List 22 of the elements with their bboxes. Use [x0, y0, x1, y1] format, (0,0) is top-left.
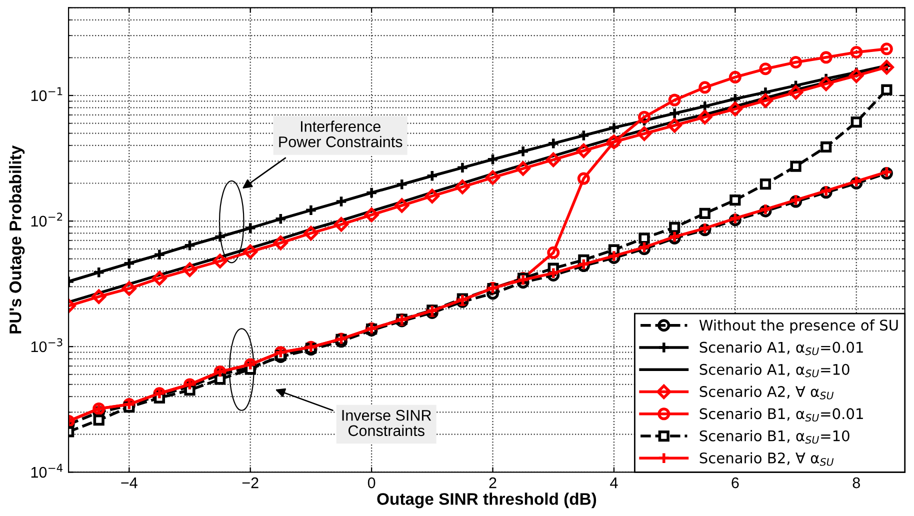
- x-tick-label: −4: [121, 478, 138, 488]
- annotation: Interference Power Constraints: [279, 120, 402, 148]
- legend-label: Scenario A2, ∀ α$_{SU}$: [700, 386, 834, 400]
- y-tick-label: 10$^{−3}$: [31, 338, 62, 352]
- x-tick-label: 4: [610, 478, 618, 488]
- x-tick-label: −2: [242, 477, 258, 488]
- legend-label: Scenario B1, α$_{SU}$=10: [700, 430, 850, 444]
- legend-label: Scenario B2, ∀ α$_{SU}$: [700, 452, 834, 466]
- y-axis-title: PU's Outage Probability: [9, 145, 25, 334]
- x-tick-label: 2: [489, 477, 496, 488]
- legend-label: Scenario B1, α$_{SU}$=0.01: [700, 408, 863, 422]
- legend-label: Scenario A1, α$_{SU}$=10: [700, 364, 850, 378]
- y-tick-label: 10$^{−1}$: [31, 87, 62, 102]
- legend-label: Scenario A1, α$_{SU}$=0.01: [700, 342, 863, 356]
- legend-label: Without the presence of SU: [699, 319, 898, 334]
- y-tick-label: 10$^{−2}$: [31, 212, 62, 227]
- x-tick-label: 8: [852, 477, 860, 488]
- annotation: Inverse SINR Constraints: [342, 410, 432, 436]
- y-tick-label: 10$^{−4}$: [31, 464, 63, 478]
- x-tick-label: 0: [368, 477, 376, 488]
- x-axis-title: Outage SINR threshold (dB): [377, 492, 596, 508]
- x-tick-label: 6: [732, 477, 739, 488]
